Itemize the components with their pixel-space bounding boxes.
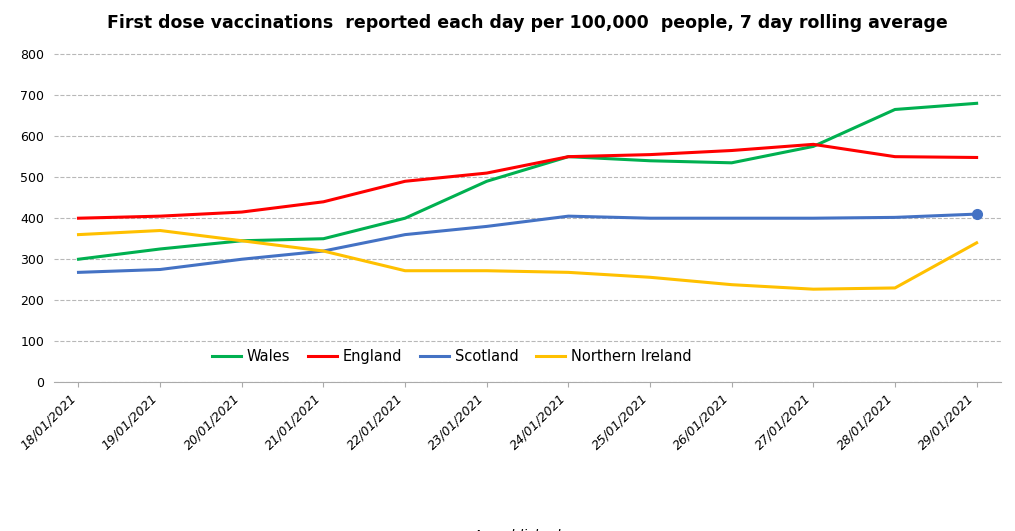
Scotland (644, 215, 656, 221)
Scotland (235, 256, 248, 262)
Northern Ireland (318, 248, 330, 254)
England (399, 178, 411, 184)
Scotland (318, 248, 330, 254)
Northern Ireland (726, 281, 738, 288)
England (807, 141, 819, 148)
Line: England: England (78, 144, 976, 218)
Wales (481, 178, 493, 184)
Scotland (562, 213, 574, 219)
Wales (318, 236, 330, 242)
Wales (726, 160, 738, 166)
Line: Scotland: Scotland (78, 214, 976, 272)
England (72, 215, 84, 221)
Line: Northern Ireland: Northern Ireland (78, 230, 976, 289)
Wales (807, 143, 819, 150)
Scotland (72, 269, 84, 276)
Northern Ireland (970, 239, 983, 246)
England (726, 147, 738, 153)
Scotland (481, 223, 493, 229)
Scotland (807, 215, 819, 221)
Scotland (970, 211, 983, 217)
Northern Ireland (154, 227, 166, 234)
Legend: Wales, England, Scotland, Northern Ireland: Wales, England, Scotland, Northern Irela… (206, 344, 697, 370)
England (318, 199, 330, 205)
Scotland (154, 267, 166, 273)
Scotland (889, 214, 901, 220)
Wales (399, 215, 411, 221)
Scotland (399, 232, 411, 238)
Northern Ireland (644, 274, 656, 280)
Wales (889, 106, 901, 113)
Wales (562, 153, 574, 160)
Northern Ireland (562, 269, 574, 276)
Line: Wales: Wales (78, 104, 976, 259)
England (481, 170, 493, 176)
Wales (154, 246, 166, 252)
Northern Ireland (889, 285, 901, 291)
Northern Ireland (399, 268, 411, 274)
England (889, 153, 901, 160)
Title: First dose vaccinations  reported each day per 100,000  people, 7 day rolling av: First dose vaccinations reported each da… (108, 14, 948, 32)
X-axis label: As published on: As published on (473, 529, 583, 531)
England (562, 153, 574, 160)
Northern Ireland (807, 286, 819, 293)
Northern Ireland (235, 237, 248, 244)
England (154, 213, 166, 219)
Wales (970, 100, 983, 107)
Northern Ireland (72, 232, 84, 238)
Northern Ireland (481, 268, 493, 274)
Wales (644, 158, 656, 164)
Scotland (726, 215, 738, 221)
England (235, 209, 248, 215)
Wales (72, 256, 84, 262)
England (644, 151, 656, 158)
Wales (235, 237, 248, 244)
England (970, 155, 983, 161)
